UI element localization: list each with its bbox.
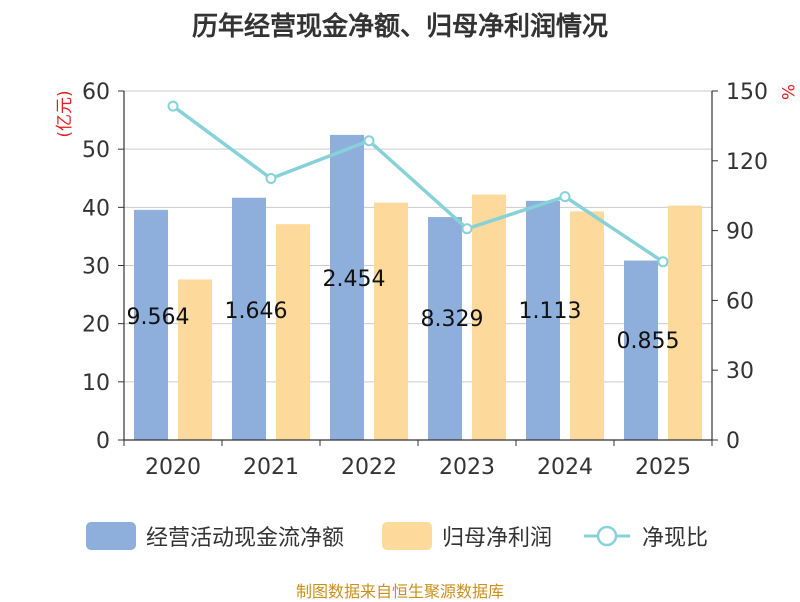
legend-item-cash-flow[interactable]: 经营活动现金流净额 — [86, 516, 344, 556]
y-left-tick-label: 40 — [82, 196, 110, 221]
y-right-tick-label: 0 — [726, 429, 740, 454]
y-left-tick-label: 50 — [82, 138, 110, 163]
legend-line-icon — [584, 525, 630, 547]
bar-cash-flow — [526, 200, 560, 440]
y-right-tick-label: 90 — [726, 220, 754, 245]
y-right-tick-label: 60 — [726, 289, 754, 314]
point-cash-ratio — [461, 223, 473, 235]
bar-net-profit — [276, 224, 310, 440]
data-label-cash-flow: 39.564 — [113, 305, 190, 330]
point-cash-ratio — [657, 256, 669, 268]
data-label-cash-flow: 52.454 — [309, 267, 386, 292]
y-right-tick-label: 150 — [726, 80, 768, 105]
legend-label-net-profit: 归母净利润 — [442, 526, 553, 551]
y-left-tick-label: 30 — [82, 255, 110, 280]
bar-cash-flow — [624, 260, 658, 440]
x-tick-label: 2024 — [537, 455, 593, 480]
chart-legend: 经营活动现金流净额 归母净利润 净现比 — [0, 516, 800, 556]
data-label-cash-flow: 41.113 — [505, 299, 582, 324]
bar-net-profit — [472, 194, 506, 440]
legend-swatch-cash-flow — [86, 522, 136, 550]
x-tick-label: 2025 — [635, 455, 691, 480]
y-left-tick-label: 60 — [82, 80, 110, 105]
x-tick-label: 2020 — [145, 455, 201, 480]
y-left-axis-title: (亿元) — [55, 90, 75, 137]
point-cash-ratio — [265, 172, 277, 184]
y-left-tick-label: 20 — [82, 313, 110, 338]
point-cash-ratio — [559, 191, 571, 203]
bar-net-profit — [178, 279, 212, 440]
point-cash-ratio — [363, 135, 375, 147]
data-label-cash-flow: 30.855 — [603, 329, 680, 354]
bar-net-profit — [570, 211, 604, 440]
legend-swatch-net-profit — [382, 522, 432, 550]
source-footer: 制图数据来自恒生聚源数据库 — [295, 582, 504, 601]
bar-cash-flow — [330, 134, 364, 440]
legend-item-net-profit[interactable]: 归母净利润 — [382, 516, 552, 556]
data-label-cash-flow: 41.646 — [211, 299, 288, 324]
y-right-tick-label: 30 — [726, 359, 754, 384]
x-tick-label: 2021 — [243, 455, 299, 480]
legend-label-cash-ratio: 净现比 — [642, 526, 709, 551]
y-left-tick-label: 0 — [96, 429, 110, 454]
data-label-cash-flow: 38.329 — [407, 307, 484, 332]
bar-net-profit — [374, 202, 408, 440]
bar-cash-flow — [232, 197, 266, 440]
y-right-tick-label: 120 — [726, 150, 768, 175]
x-tick-label: 2022 — [341, 455, 397, 480]
bar-net-profit — [668, 205, 702, 440]
y-left-tick-label: 10 — [82, 371, 110, 396]
legend-item-cash-ratio[interactable]: 净现比 — [582, 516, 708, 556]
bar-cash-flow — [134, 209, 168, 440]
line-cash-ratio — [171, 104, 664, 264]
chart-title: 历年经营现金净额、归母净利润情况 — [191, 12, 608, 42]
legend-label-cash-flow: 经营活动现金流净额 — [146, 526, 345, 551]
y-right-axis-title: % — [777, 84, 797, 100]
bar-cash-flow — [428, 217, 462, 440]
point-cash-ratio — [167, 100, 179, 112]
x-tick-label: 2023 — [439, 455, 495, 480]
